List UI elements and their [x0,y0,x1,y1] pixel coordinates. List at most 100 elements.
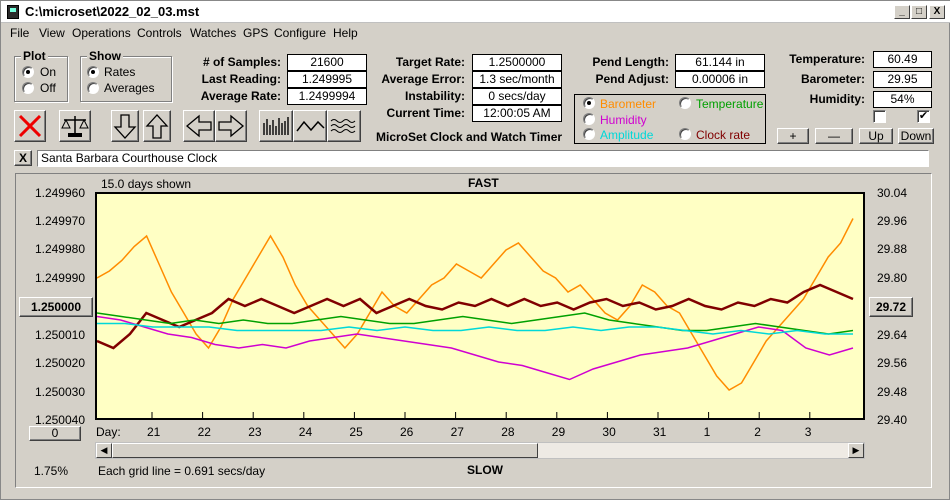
scroll-left-arrow[interactable]: ◀ [96,443,112,458]
samples-value: 21600 [287,54,367,71]
show-rates-radio[interactable] [87,66,99,78]
show-averages-radio[interactable] [87,82,99,94]
pend-length-value: 61.144 in [675,54,765,71]
sensor-select-box [574,94,766,144]
y-left-tick: 1.249960 [34,186,85,200]
x-tick-label: 23 [248,425,262,439]
menu-controls[interactable]: Controls [137,26,182,40]
last-reading-label: Last Reading: [201,72,281,86]
sensor-temperature-radio[interactable] [679,97,691,109]
menu-bar: File View Operations Controls Watches GP… [1,23,950,43]
app-icon [7,5,19,19]
clock-name-input[interactable]: Santa Barbara Courthouse Clock [37,150,929,167]
bar-graph-button[interactable] [259,110,293,142]
sensor-humidity-label: Humidity [600,113,647,127]
right-checkbox[interactable]: ✔ [917,110,930,123]
sensor-amplitude-radio[interactable] [583,128,595,140]
maximize-button[interactable]: □ [911,5,927,19]
barometer-label: Barometer: [800,72,865,86]
wave-graph-button[interactable] [327,110,361,142]
x-tick-label: 24 [298,425,313,439]
instability-value: 0 secs/day [472,88,562,105]
center-rate-button[interactable]: 1.250000 [19,297,93,317]
menu-help[interactable]: Help [333,26,358,40]
plot-off-radio[interactable] [22,82,34,94]
up-arrow-button[interactable] [143,110,171,142]
instability-label: Instability: [404,89,465,103]
plot-on-label: On [40,65,57,79]
scroll-thumb[interactable] [112,443,538,458]
menu-watches[interactable]: Watches [190,26,237,40]
line-graph-button[interactable] [293,110,327,142]
pend-adjust-label: Pend Adjust: [595,72,669,86]
sensor-amplitude-label: Amplitude [600,128,654,142]
target-rate-value: 1.2500000 [472,54,562,71]
target-rate-label: Target Rate: [395,55,465,69]
x-tick-label: 1 [703,425,711,439]
temperature-label: Temperature: [789,52,865,66]
arrow-up-icon [145,114,169,139]
y-right-tick: 29.88 [877,242,908,256]
arrow-right-icon [218,114,245,138]
x-tick-label: 31 [653,425,667,439]
menu-view[interactable]: View [39,26,65,40]
down-arrow-button[interactable] [111,110,139,142]
left-arrow-button[interactable] [183,110,215,142]
right-arrow-button[interactable] [215,110,247,142]
up-button[interactable]: Up [859,128,893,144]
grid-note: Each grid line = 0.691 secs/day [98,464,266,478]
menu-gps[interactable]: GPS [243,26,269,40]
rate-chart [95,192,865,420]
left-checkbox[interactable] [873,110,886,123]
line-graph-icon [296,120,325,132]
menu-operations[interactable]: Operations [72,26,131,40]
current-time-label: Current Time: [386,106,465,120]
scroll-right-arrow[interactable]: ▶ [848,443,864,458]
bar-graph-icon [263,117,289,135]
menu-file[interactable]: File [10,26,30,40]
plus-button[interactable]: + [777,128,809,144]
sensor-barometer-radio[interactable] [583,97,595,109]
y-left-tick: 1.249980 [34,242,85,256]
barometer-value: 29.95 [873,71,932,88]
show-rates-label: Rates [104,65,136,79]
clear-name-button[interactable]: X [14,150,32,166]
plot-group-title: Plot [21,49,48,63]
chart-scrollbar[interactable]: ◀ ▶ [95,442,865,459]
day-label: Day: [96,425,121,439]
y-right-tick: 29.40 [877,413,908,427]
x-tick-label: 30 [602,425,616,439]
balance-button[interactable] [59,110,91,142]
y-left-tick: 1.250030 [34,385,85,399]
y-right-tick: 30.04 [877,186,908,200]
plot-on-radio[interactable] [22,66,34,78]
baro-readout-button[interactable]: 29.72 [869,297,913,317]
chart-panel [15,173,932,488]
sensor-humidity-radio[interactable] [583,113,595,125]
arrow-left-icon [185,114,212,138]
down-button[interactable]: Down [898,128,934,144]
current-time-value: 12:00:05 AM [472,105,562,122]
last-reading-value: 1.249995 [287,71,367,88]
pend-length-label: Pend Length: [592,55,669,69]
series-line-clock-rate [96,283,854,350]
average-rate-value: 1.2499994 [287,88,367,105]
minimize-button[interactable]: _ [894,5,910,19]
series-line-amplitude [97,322,853,335]
menu-configure[interactable]: Configure [274,26,327,40]
close-button[interactable]: X [929,5,945,19]
average-error-value: 1.3 sec/month [472,71,562,88]
zero-button[interactable]: 0 [29,426,81,441]
temperature-value: 60.49 [873,51,932,68]
x-tick-label: 26 [400,425,414,439]
minus-button[interactable]: — [815,128,853,144]
y-right-tick: 29.56 [877,356,908,370]
sensor-clock-rate-label: Clock rate [696,128,751,142]
y-right-tick: 29.64 [877,328,908,342]
average-error-label: Average Error: [381,72,465,86]
arrow-down-icon [113,114,137,139]
x-tick-label: 3 [804,425,812,439]
sensor-clock-rate-radio[interactable] [679,128,691,140]
x-tick-label: 29 [551,425,566,439]
stop-button[interactable] [14,110,46,142]
